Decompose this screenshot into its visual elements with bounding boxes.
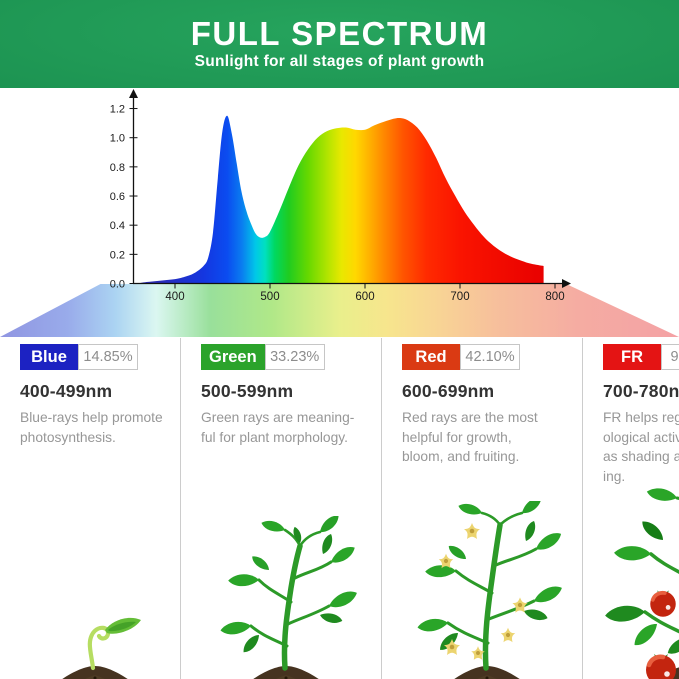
stems <box>643 496 679 634</box>
plant-illustration-wrap <box>402 501 572 679</box>
x-tick-label: 700 <box>450 291 469 303</box>
germinating-plant-icon <box>41 618 149 679</box>
light-dispersion-beam <box>0 284 679 337</box>
y-tick-label: 1.0 <box>110 133 125 145</box>
axes <box>132 92 563 285</box>
page-subtitle: Sunlight for all stages of plant growth <box>194 53 485 70</box>
band-label-badge: Blue <box>20 344 78 370</box>
band-description: Blue-rays help promote photosynthesis. <box>20 410 163 445</box>
band-percent: 42.10% <box>460 344 520 370</box>
band-column-green: Green 33.23% 500-599nm Green rays are me… <box>180 338 381 679</box>
y-tick-label: 0.4 <box>110 220 125 232</box>
band-column-fr: FR 9.82% 700-780nm FR helps regulate phy… <box>582 338 679 679</box>
axis-arrowheads <box>129 89 571 288</box>
y-tick-label: 0.6 <box>110 191 125 203</box>
blooming-plant-icon <box>417 501 565 679</box>
stems <box>249 529 333 672</box>
sprout <box>87 618 141 671</box>
plant-illustration-wrap <box>201 516 371 679</box>
band-percent: 9.82% <box>661 344 679 370</box>
band-description: Green rays are meaning- ful for plant mo… <box>201 410 355 445</box>
band-percent: 33.23% <box>264 344 325 370</box>
band-wavelength-range: 700-780nm <box>603 381 679 401</box>
page-title: FULL SPECTRUM <box>190 15 489 52</box>
band-column-blue: Blue 14.85% 400-499nm Blue-rays help pro… <box>0 338 180 679</box>
tick-marks <box>129 108 556 289</box>
band-description: Red rays are the most helpful for growth… <box>402 410 538 465</box>
spectrum-chart: 0.0 0.2 0.4 0.6 0.8 1.0 1.2 400 500 600 700 800 <box>110 89 571 303</box>
x-tick-label: 600 <box>355 291 374 303</box>
x-tick-label: 400 <box>165 291 184 303</box>
y-tick-label: 0.2 <box>110 249 125 261</box>
x-tick-label: 500 <box>260 291 279 303</box>
y-tick-label: 1.2 <box>110 104 125 116</box>
band-column-red: Red 42.10% 600-699nm Red rays are the mo… <box>381 338 582 679</box>
plant-illustration-wrap <box>20 596 170 679</box>
x-tick-label: 800 <box>545 291 564 303</box>
band-wavelength-range: 600-699nm <box>402 381 495 401</box>
y-tick-label: 0.0 <box>110 279 125 291</box>
band-label-badge: Green <box>201 344 265 370</box>
band-percent: 14.85% <box>78 344 138 370</box>
band-badge-row: Red 42.10% <box>402 344 572 370</box>
band-wavelength-range: 500-599nm <box>201 381 294 401</box>
band-wavelength-range: 400-499nm <box>20 381 113 401</box>
stems <box>446 512 538 672</box>
tick-labels: 0.0 0.2 0.4 0.6 0.8 1.0 1.2 400 500 600 700 800 <box>110 104 565 303</box>
band-label-badge: FR <box>603 344 661 370</box>
band-label-badge: Red <box>402 344 460 370</box>
band-badge-row: Blue 14.85% <box>20 344 170 370</box>
growing-plant-icon <box>220 516 359 679</box>
spectrum-chart-section: 0.0 0.2 0.4 0.6 0.8 1.0 1.2 400 500 600 700 800 <box>0 88 679 338</box>
band-badge-row: FR 9.82% <box>603 344 679 370</box>
y-tick-label: 0.8 <box>110 162 125 174</box>
wavelength-band-columns: Blue 14.85% 400-499nm Blue-rays help pro… <box>0 338 679 679</box>
band-description: FR helps regulate physi- ological activi… <box>603 410 679 484</box>
plant-illustration-wrap <box>603 486 679 679</box>
band-badge-row: Green 33.23% <box>201 344 371 370</box>
spectrum-curve <box>137 115 544 284</box>
leaves <box>604 486 679 657</box>
header-banner: FULL SPECTRUM Sunlight for all stages of… <box>0 0 679 88</box>
fruiting-plant-icon <box>604 486 679 679</box>
